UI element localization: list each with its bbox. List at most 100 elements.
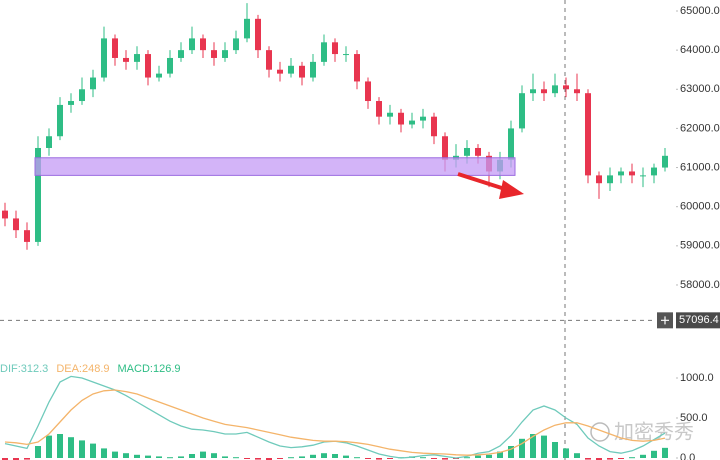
- macd-bar: [365, 458, 371, 459]
- candle-body: [530, 89, 536, 94]
- y-tick-label: 63000.0: [680, 83, 720, 95]
- support-zone: [34, 157, 516, 176]
- candle-body: [211, 50, 217, 58]
- macd-bar: [178, 456, 184, 458]
- macd-bar: [552, 442, 558, 458]
- macd-bar: [90, 443, 96, 458]
- candle-body: [112, 38, 118, 58]
- candle-body: [563, 85, 569, 90]
- candle-body: [57, 104, 63, 137]
- macd-bar: [189, 454, 195, 458]
- candle-body: [244, 18, 250, 39]
- candle-body: [365, 81, 371, 102]
- candle-body: [332, 42, 338, 55]
- candle-body: [629, 171, 635, 176]
- macd-bar: [508, 446, 514, 458]
- plus-icon: [661, 316, 669, 325]
- macd-bar: [618, 458, 624, 459]
- legend-entry: DEA:248.9: [56, 363, 109, 375]
- macd-bar: [332, 454, 338, 458]
- candle-body: [442, 136, 448, 160]
- macd-bar: [2, 458, 8, 460]
- y-tick-label: 60000.0: [680, 201, 720, 213]
- candle-body: [134, 54, 140, 62]
- macd-bar: [574, 453, 580, 458]
- macd-bar: [255, 458, 261, 460]
- candle-body: [651, 167, 657, 176]
- candle-body: [288, 65, 294, 74]
- y-tick-label: 59000.0: [680, 240, 720, 252]
- macd-bar: [46, 435, 52, 458]
- macd-bar: [497, 451, 503, 458]
- macd-bar: [266, 458, 272, 460]
- candle-body: [156, 73, 162, 78]
- candle-body: [618, 171, 624, 176]
- y-tick-label: 1000.0: [680, 372, 714, 384]
- crosshair-label-box: [676, 312, 720, 329]
- legend-entry: MACD:126.9: [118, 363, 181, 375]
- y-tick-label: 0.0: [680, 452, 695, 460]
- candle-body: [662, 155, 668, 168]
- candle-body: [387, 112, 393, 117]
- candle-body: [145, 54, 151, 78]
- candle-body: [574, 89, 580, 94]
- macd-bar: [79, 440, 85, 458]
- candle-body: [24, 230, 30, 242]
- macd-bar: [662, 447, 668, 458]
- candle-body: [640, 175, 646, 177]
- candle-body: [222, 50, 228, 58]
- candle-body: [167, 57, 173, 74]
- macd-bar: [629, 457, 635, 459]
- candle-body: [310, 61, 316, 78]
- macd-bar: [420, 457, 426, 459]
- candle-body: [189, 38, 195, 51]
- y-tick-label: 65000.0: [680, 5, 720, 17]
- macd-bar: [167, 457, 173, 459]
- macd-bar: [343, 455, 349, 458]
- macd-bar: [244, 458, 250, 459]
- candle-body: [596, 175, 602, 184]
- candle-body: [398, 112, 404, 125]
- candle-body: [35, 147, 41, 242]
- macd-bar: [431, 458, 437, 459]
- candle-body: [101, 38, 107, 78]
- macd-bar: [112, 451, 118, 458]
- candle-body: [68, 101, 74, 105]
- candle-body: [409, 120, 415, 125]
- candle-body: [79, 89, 85, 102]
- candle-body: [299, 65, 305, 78]
- macd-bar: [57, 434, 63, 458]
- macd-bar: [134, 454, 140, 458]
- macd-bar: [68, 437, 74, 458]
- macd-bar: [519, 438, 525, 458]
- y-tick-label: 61000.0: [680, 161, 720, 173]
- arrow-head: [499, 180, 524, 199]
- candle-body: [200, 38, 206, 51]
- macd-bar: [321, 453, 327, 458]
- macd-bar: [651, 450, 657, 458]
- macd-bar: [563, 448, 569, 458]
- candle-body: [13, 218, 19, 231]
- macd-bar: [24, 458, 30, 460]
- macd-bar: [596, 458, 602, 460]
- y-tick-label: 64000.0: [680, 44, 720, 56]
- macd-bar: [211, 453, 217, 458]
- crosshair-label: 57096.4: [679, 314, 719, 326]
- macd-bar: [376, 458, 382, 460]
- macd-bar: [288, 457, 294, 459]
- macd-bar: [277, 458, 283, 459]
- y-tick-label: 58000.0: [680, 279, 720, 291]
- macd-line: [4, 389, 666, 456]
- candle-body: [464, 147, 470, 156]
- candle-body: [2, 210, 8, 219]
- macd-bar: [123, 453, 129, 458]
- macd-bar: [486, 454, 492, 458]
- candle-body: [233, 38, 239, 51]
- macd-bar: [387, 458, 393, 459]
- candle-body: [123, 57, 129, 62]
- macd-bar: [233, 457, 239, 459]
- candle-body: [475, 147, 481, 156]
- candle-body: [420, 116, 426, 121]
- macd-bar: [354, 457, 360, 459]
- y-tick-label: 62000.0: [680, 122, 720, 134]
